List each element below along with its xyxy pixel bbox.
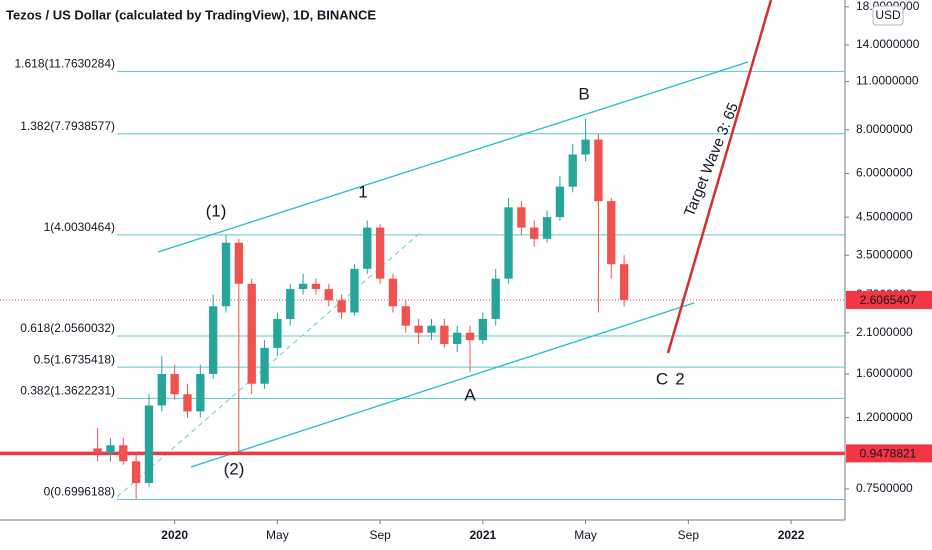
- candle-body: [350, 268, 359, 313]
- candle-body: [594, 139, 603, 202]
- candle-body: [170, 373, 179, 395]
- candle-body: [452, 332, 462, 344]
- x-tick-label: Sep: [678, 528, 700, 542]
- y-tick-label: 2.1000000: [856, 325, 913, 339]
- candle-body: [324, 289, 333, 301]
- fib-label: 0.5(1.6735418): [34, 352, 115, 366]
- candle-body: [607, 201, 616, 265]
- y-tick-label: 14.0000000: [856, 37, 920, 51]
- fib-label: 1.618(11.7630284): [14, 57, 115, 71]
- wave-label: 1: [358, 182, 367, 201]
- candle-body: [363, 227, 372, 269]
- candle-body: [542, 217, 552, 239]
- candle-body: [414, 325, 423, 333]
- y-tick-label: 1.2000000: [856, 410, 913, 424]
- price-tag-label: 0.9478821: [860, 447, 917, 461]
- y-tick-label: 11.0000000: [856, 74, 919, 88]
- x-tick-label: 2022: [778, 528, 805, 542]
- candle-body: [337, 300, 346, 313]
- candle-body: [427, 325, 436, 333]
- y-tick-label: 3.5000000: [856, 247, 913, 261]
- candle-body: [530, 227, 539, 239]
- candle-body: [491, 278, 500, 319]
- fib-label: 1(4.0030464): [44, 220, 115, 234]
- candle-body: [581, 139, 590, 155]
- candle-body: [119, 445, 128, 462]
- candle-body: [388, 278, 398, 307]
- candle-body: [568, 154, 577, 187]
- channel-bottom: [190, 302, 695, 468]
- x-tick-label: Sep: [369, 528, 391, 542]
- y-tick-label: 6.0000000: [856, 166, 913, 180]
- fib-label: 0.382(1.3622231): [20, 384, 115, 398]
- price-tag: [846, 290, 932, 309]
- candle-body: [260, 347, 269, 384]
- wave-label: C: [656, 369, 668, 388]
- candle-body: [93, 448, 102, 454]
- y-tick-label: 8.0000000: [856, 122, 913, 136]
- candle-body: [619, 264, 629, 300]
- chart-title: Tezos / US Dollar (calculated by Trading…: [6, 7, 376, 22]
- candle-body: [401, 306, 410, 326]
- wave-label: 2: [675, 369, 684, 388]
- candle-body: [209, 306, 218, 374]
- currency-label: USD: [875, 8, 901, 22]
- channel-top: [157, 61, 749, 253]
- target-line: [666, 0, 773, 354]
- candle-body: [221, 242, 231, 307]
- x-tick-label: 2020: [161, 528, 188, 542]
- x-tick-label: 2021: [470, 528, 497, 542]
- candle-body: [273, 318, 282, 348]
- candle-body: [157, 373, 166, 406]
- currency-box: [872, 5, 904, 26]
- candle-body: [504, 207, 513, 279]
- candle-body: [555, 186, 565, 218]
- y-tick-label: 0.7500000: [856, 481, 913, 495]
- candle-body: [247, 283, 256, 384]
- candle-body: [196, 373, 205, 412]
- wave-label: A: [464, 385, 476, 404]
- candle-body: [298, 283, 308, 290]
- candle-body: [234, 242, 244, 284]
- candle-body: [478, 318, 488, 341]
- candle-body: [375, 227, 385, 279]
- x-tick-label: May: [266, 528, 289, 542]
- fib-label: 0.618(2.0560032): [20, 321, 115, 335]
- fib-label: 1.382(7.7938577): [20, 119, 115, 133]
- y-tick-label: 1.6000000: [856, 366, 913, 380]
- candle-body: [311, 283, 321, 290]
- wave-label: (1): [206, 201, 227, 220]
- candle-body: [465, 332, 475, 341]
- candle-body: [144, 405, 154, 483]
- candle-body: [440, 325, 449, 344]
- candle-body: [517, 207, 526, 228]
- fib-label: 0(0.6996188): [44, 485, 115, 499]
- candle-body: [286, 289, 295, 319]
- y-tick-label: 4.5000000: [856, 209, 913, 223]
- candle-body: [106, 445, 115, 454]
- candle-body: [131, 461, 141, 483]
- wave-label: (2): [224, 459, 245, 478]
- candle-body: [183, 394, 192, 412]
- wave-label: B: [578, 84, 589, 103]
- x-tick-label: May: [574, 528, 597, 542]
- price-tag: [846, 444, 932, 463]
- price-tag-label: 2.6065407: [860, 293, 917, 307]
